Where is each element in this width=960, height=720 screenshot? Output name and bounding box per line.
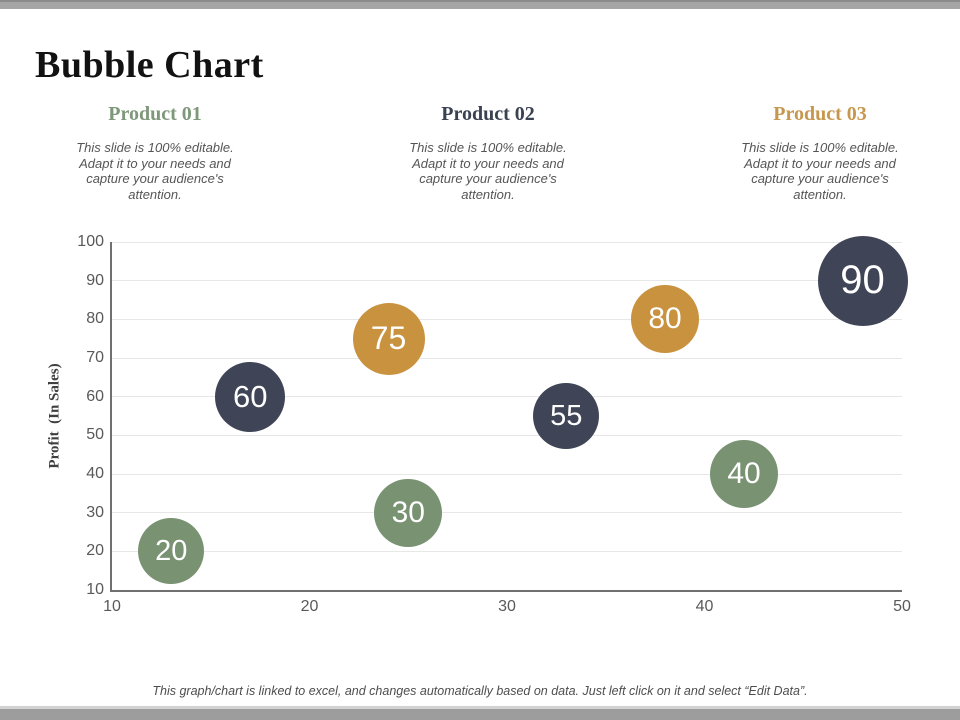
gridline-y-70 [112,357,902,359]
product-2-title: Product 02 [441,103,535,125]
y-tick-100: 100 [77,233,104,250]
y-tick-90: 90 [86,271,104,289]
y-tick-40: 40 [86,465,104,482]
product-2-description: This slide is 100% editable. Adapt it to… [409,140,567,202]
bubble-product-01-20: 20 [138,518,205,585]
gridline-y-50 [112,434,902,436]
product-column-2: Product 02 This slide is 100% editable. … [383,103,593,202]
y-axis-label: Profit (In Sales) [46,363,63,469]
x-tick-20: 20 [300,598,319,615]
y-tick-80: 80 [86,310,104,328]
bubble-product-02-90: 90 [817,235,908,326]
product-3-description: This slide is 100% editable. Adapt it to… [741,140,899,202]
x-tick-50: 50 [893,598,911,615]
product-1-title: Product 01 [108,103,202,125]
bubble-product-03-80: 80 [631,285,699,354]
y-tick-20: 20 [86,542,104,560]
gridline-y-40 [112,473,902,475]
gridline-y-60 [112,396,902,398]
gridline-y-80 [112,318,902,320]
gridline-y-20 [112,550,902,552]
bubble-chart-plot-area: 10 20 30 40 50 60 70 80 90 100 10 20 30 40 50 20 30 40 60 5… [77,233,911,615]
y-tick-70: 70 [86,349,104,366]
top-border-bar [0,0,960,9]
x-tick-10: 10 [103,598,121,615]
product-column-1: Product 01 This slide is 100% editable. … [50,103,260,202]
y-tick-30: 30 [86,503,104,521]
product-3-title: Product 03 [773,103,867,125]
bubble-product-01-40: 40 [710,440,778,508]
product-1-description: This slide is 100% editable. Adapt it to… [76,140,234,202]
bottom-border-bar [0,706,960,720]
y-tick-50: 50 [86,426,104,444]
bubble-product-01-30: 30 [374,478,443,547]
x-tick-30: 30 [498,598,516,615]
bubble-product-03-75: 75 [352,302,425,375]
bubble-product-02-60: 60 [215,361,286,432]
x-tick-40: 40 [695,598,714,615]
footer-note: This graph/chart is linked to excel, and… [152,684,808,698]
gridline-y-100 [112,241,902,243]
y-tick-10: 10 [86,581,104,598]
slide-title: Bubble Chart [35,44,264,87]
gridline-y-30 [112,512,902,514]
product-column-3: Product 03 This slide is 100% editable. … [715,103,925,202]
bubble-product-02-55: 55 [533,383,600,449]
gridline-y-90 [112,280,902,282]
y-tick-60: 60 [86,387,104,405]
